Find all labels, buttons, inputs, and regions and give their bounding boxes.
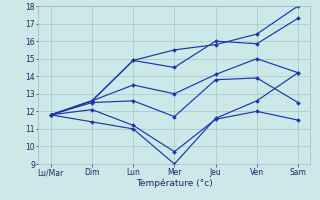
X-axis label: Température (°c): Température (°c) xyxy=(136,179,213,188)
